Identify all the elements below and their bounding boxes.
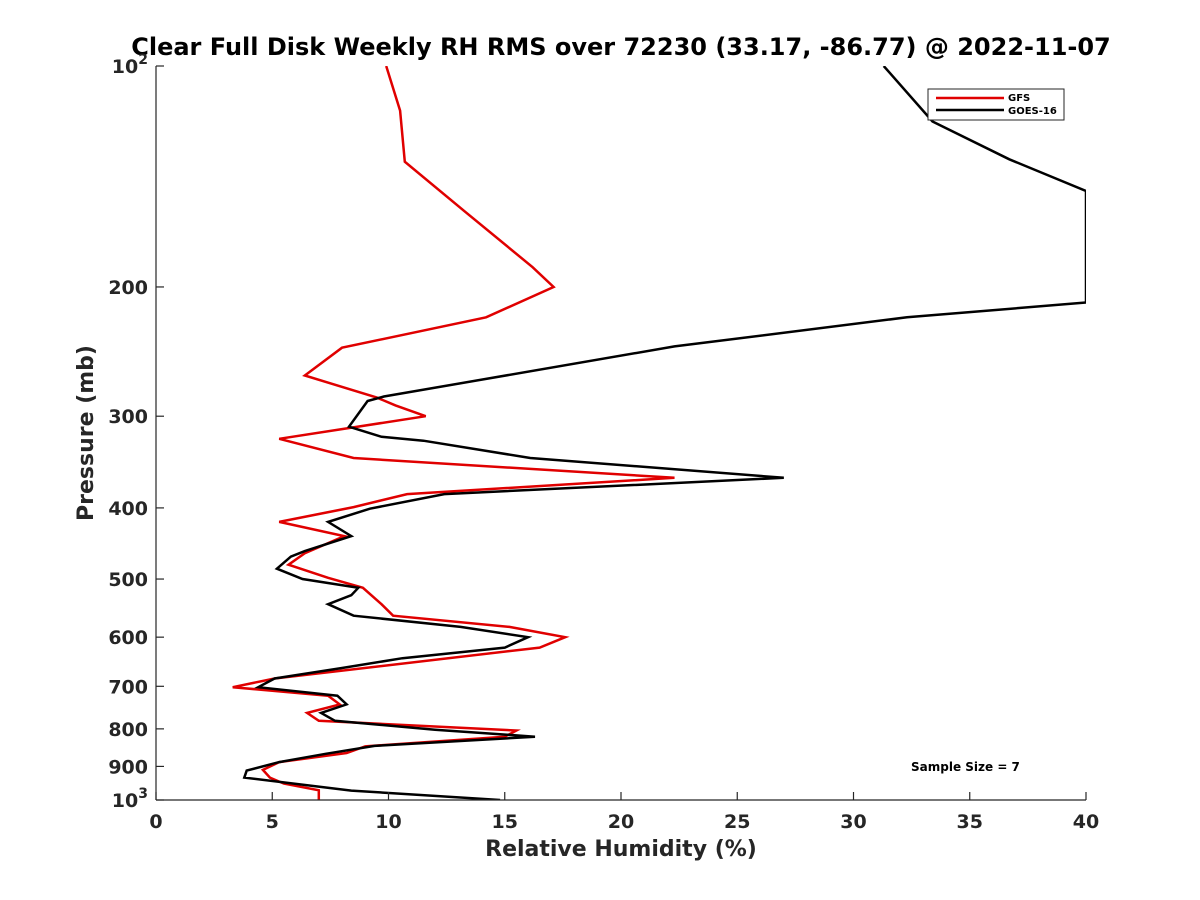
plot-area <box>156 66 1086 800</box>
x-tick-label: 15 <box>492 811 518 833</box>
x-axis-ticks: 0 5 10 15 20 25 30 35 40 <box>149 792 1099 833</box>
x-tick-label: 10 <box>375 811 401 833</box>
x-tick-label: 40 <box>1073 811 1099 833</box>
x-tick-label: 20 <box>608 811 634 833</box>
y-tick-label: 400 <box>108 498 148 520</box>
y-tick-label: 900 <box>108 756 148 778</box>
x-tick-label: 35 <box>957 811 983 833</box>
y-axis-ticks: 102 200 300 400 500 600 700 800 900 103 <box>108 52 164 812</box>
y-tick-label: 800 <box>108 719 148 741</box>
series-line-goes16 <box>242 66 1086 800</box>
x-tick-label: 25 <box>724 811 750 833</box>
legend-label-gfs: GFS <box>1008 93 1030 104</box>
series-layer <box>232 66 1086 800</box>
chart-title: Clear Full Disk Weekly RH RMS over 72230… <box>131 33 1111 61</box>
x-tick-label: 0 <box>149 811 162 833</box>
y-tick-label: 600 <box>108 627 148 649</box>
x-tick-label: 5 <box>266 811 279 833</box>
y-tick-label: 700 <box>108 676 148 698</box>
plot-background <box>156 66 1086 800</box>
y-tick-label: 103 <box>112 786 148 812</box>
y-tick-label: 102 <box>112 52 148 78</box>
y-axis-label: Pressure (mb) <box>74 345 99 521</box>
legend-label-goes16: GOES-16 <box>1008 106 1057 117</box>
sample-size-annotation: Sample Size = 7 <box>911 760 1020 774</box>
legend-box <box>927 88 1065 121</box>
x-axis-label: Relative Humidity (%) <box>485 837 757 862</box>
y-tick-label: 500 <box>108 569 148 591</box>
x-tick-label: 30 <box>840 811 866 833</box>
y-tick-label: 200 <box>108 277 148 299</box>
legend: GFS GOES-16 <box>927 88 1065 121</box>
y-tick-label: 300 <box>108 406 148 428</box>
